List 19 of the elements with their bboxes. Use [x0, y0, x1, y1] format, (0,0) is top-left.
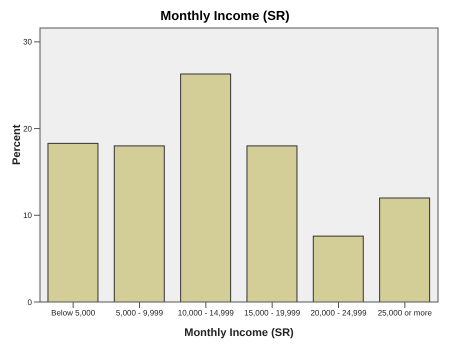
- x-tick-label: 10,000 - 14,999: [178, 308, 234, 318]
- bar: [180, 73, 232, 302]
- bar: [312, 236, 364, 302]
- y-tick-label: 20: [23, 124, 33, 134]
- bar: [379, 197, 430, 302]
- y-axis-title: Percent: [10, 124, 23, 165]
- x-axis-title: Monthly Income (SR): [184, 327, 294, 339]
- y-tick-label: 30: [23, 38, 33, 47]
- y-tick-label: 0: [28, 298, 33, 307]
- x-tick-label: 15,000 - 19,999: [244, 308, 301, 318]
- x-tick-label: 20,000 - 24,999: [310, 308, 368, 318]
- bar: [246, 145, 298, 302]
- x-tick-label: Below 5,000: [51, 308, 96, 318]
- bar: [114, 145, 165, 302]
- x-tick-label: 25,000 or more: [378, 308, 433, 318]
- bar: [47, 142, 98, 302]
- y-tick-label: 10: [23, 211, 33, 220]
- x-tick-label: 5,000 - 9,999: [116, 308, 164, 318]
- chart-title: Monthly Income (SR): [159, 8, 291, 24]
